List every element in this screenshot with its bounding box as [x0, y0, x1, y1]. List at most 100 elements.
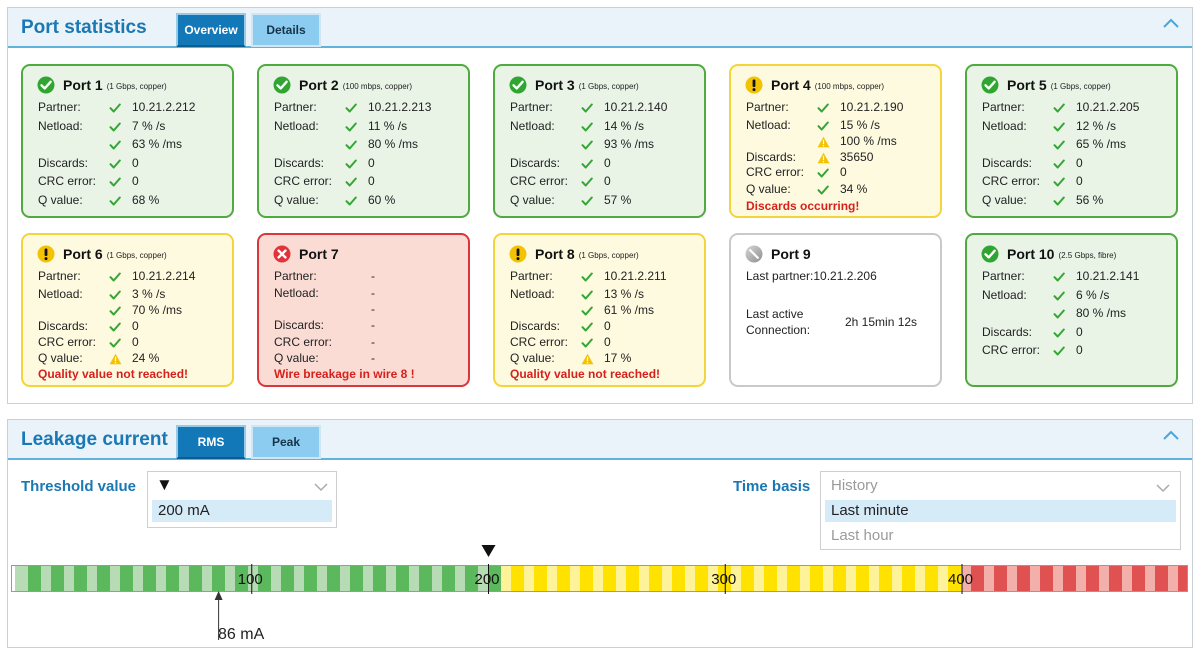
tab-peak[interactable]: Peak — [251, 425, 321, 459]
metric-label: Q value: — [510, 193, 555, 207]
check-icon — [109, 271, 121, 283]
collapse-chevron-icon[interactable] — [1162, 428, 1180, 442]
metric-row-netload-s: Netload: 15 % /s — [746, 118, 936, 134]
metric-label: Partner: — [274, 100, 317, 114]
metric-label: Partner: — [982, 269, 1025, 283]
port-card-9[interactable]: Port 9 Last partner:10.21.2.206 Last activ… — [729, 233, 942, 387]
status-warning-icon — [509, 245, 527, 263]
port-card-header: Port 10 (2.5 Gbps, fibre) — [981, 244, 1116, 264]
metric-row-netload-s: Netload: 14 % /s — [510, 119, 700, 135]
metric-value: 0 — [1076, 156, 1083, 170]
metric-value: 93 % /ms — [604, 137, 655, 151]
metric-row-crc: CRC error: - — [274, 335, 464, 351]
port-card-4[interactable]: Port 4 (100 mbps, copper) Partner: 10.21.2.… — [729, 64, 942, 218]
metric-value: 57 % — [604, 193, 632, 207]
last-active-label-line2: Connection: — [746, 323, 811, 337]
check-icon — [345, 139, 357, 151]
port-statistics-title: Port statistics — [21, 17, 147, 38]
time-basis-select[interactable]: History Last minute Last hour — [820, 471, 1181, 550]
port-spec: (1 Gbps, copper) — [578, 81, 639, 91]
metric-label: CRC error: — [274, 335, 333, 349]
metric-value: 0 — [132, 319, 139, 333]
chevron-down-icon[interactable] — [314, 483, 328, 492]
metric-value: 7 % /s — [132, 119, 166, 133]
metric-row-netload-ms: 80 % /ms — [982, 306, 1172, 322]
metric-row-partner: Partner: 10.21.2.212 — [38, 100, 228, 116]
metric-value: - — [371, 286, 375, 300]
metric-label: Netload: — [510, 287, 555, 301]
metric-value: - — [371, 351, 375, 365]
metric-row-partner: Partner: 10.21.2.211 — [510, 269, 700, 285]
metric-value: 34 % — [840, 182, 868, 196]
chevron-down-icon[interactable] — [1156, 484, 1170, 493]
metric-value: 0 — [368, 174, 375, 188]
metric-value: 68 % — [132, 193, 160, 207]
metric-value: 11 % /s — [368, 119, 408, 133]
status-disconnected-icon — [745, 245, 763, 263]
metric-value: 3 % /s — [132, 287, 166, 301]
metric-row-q: Q value: - — [274, 351, 464, 367]
metric-label: Discards: — [746, 150, 797, 164]
metric-value: 10.21.2.214 — [132, 269, 196, 283]
port-card-6[interactable]: Port 6 (1 Gbps, copper) Partner: 10.21.2.21… — [21, 233, 234, 387]
metric-label: Partner: — [982, 100, 1025, 114]
metric-row-netload-s: Netload: 12 % /s — [982, 119, 1172, 135]
check-icon — [345, 158, 357, 170]
port-card-10[interactable]: Port 10 (2.5 Gbps, fibre) Partner: 10.21.2.… — [965, 233, 1178, 387]
metric-row-discards: Discards: 0 — [274, 156, 464, 172]
metric-label: Q value: — [510, 351, 555, 365]
metric-label: Q value: — [38, 193, 83, 207]
port-alert-message: Quality value not reached! — [510, 367, 661, 381]
metric-label: CRC error: — [510, 335, 569, 349]
check-icon — [1053, 345, 1065, 357]
metric-row-partner: Partner: 10.21.2.141 — [982, 269, 1172, 285]
metric-label: CRC error: — [982, 174, 1041, 188]
metric-value: 70 % /ms — [132, 303, 183, 317]
check-icon — [1053, 102, 1065, 114]
port-card-7[interactable]: Port 7 Partner: - Netload: - - Discards: - CRC e… — [257, 233, 470, 387]
status-ok-icon — [981, 76, 999, 94]
metric-row-q: Q value: 34 % — [746, 182, 936, 198]
warning-triangle-icon — [109, 353, 122, 365]
metric-value: - — [371, 335, 375, 349]
metric-label: Q value: — [274, 351, 319, 365]
metric-value: 0 — [132, 335, 139, 349]
threshold-option[interactable]: 200 mA — [152, 500, 332, 522]
check-icon — [581, 158, 593, 170]
last-partner-value: 10.21.2.206 — [813, 269, 877, 283]
check-icon — [581, 271, 593, 283]
time-basis-option-last-hour[interactable]: Last hour — [831, 527, 894, 544]
metric-value: 17 % — [604, 351, 632, 365]
metric-row-discards: Discards: - — [274, 318, 464, 334]
status-ok-icon — [509, 76, 527, 94]
metric-label: Discards: — [274, 318, 325, 332]
collapse-chevron-icon[interactable] — [1162, 16, 1180, 30]
metric-label: Partner: — [38, 269, 81, 283]
port-name: Port 9 — [771, 246, 811, 262]
metric-row-netload-ms: 80 % /ms — [274, 137, 464, 153]
tab-overview[interactable]: Overview — [176, 13, 246, 47]
metric-label: Discards: — [274, 156, 325, 170]
metric-row-netload-s: Netload: 6 % /s — [982, 288, 1172, 304]
check-icon — [345, 195, 357, 207]
metric-value: 10.21.2.211 — [604, 269, 667, 283]
metric-label: Partner: — [510, 269, 553, 283]
port-card-8[interactable]: Port 8 (1 Gbps, copper) Partner: 10.21.2.21… — [493, 233, 706, 387]
port-card-2[interactable]: Port 2 (100 mbps, copper) Partner: 10.21.2.… — [257, 64, 470, 218]
port-card-5[interactable]: Port 5 (1 Gbps, copper) Partner: 10.21.2.20… — [965, 64, 1178, 218]
metric-value: 10.21.2.213 — [368, 100, 432, 114]
metric-row-netload-ms: 100 % /ms — [746, 134, 936, 150]
time-basis-option-last-minute[interactable]: Last minute — [825, 500, 1176, 522]
port-card-header: Port 6 (1 Gbps, copper) — [37, 244, 167, 264]
metric-value: 10.21.2.205 — [1076, 100, 1140, 114]
metric-row-discards: Discards: 0 — [982, 325, 1172, 341]
tab-rms[interactable]: RMS — [176, 425, 246, 459]
port-card-3[interactable]: Port 3 (1 Gbps, copper) Partner: 10.21.2.14… — [493, 64, 706, 218]
metric-label: Netload: — [38, 287, 83, 301]
tab-details[interactable]: Details — [251, 13, 321, 47]
metric-row-partner: Partner: 10.21.2.214 — [38, 269, 228, 285]
metric-row-discards: Discards: 0 — [38, 156, 228, 172]
port-card-1[interactable]: Port 1 (1 Gbps, copper) Partner: 10.21.2.21… — [21, 64, 234, 218]
threshold-select[interactable]: ▼ 200 mA — [147, 471, 337, 528]
port-alert-message: Discards occurring! — [746, 199, 860, 213]
